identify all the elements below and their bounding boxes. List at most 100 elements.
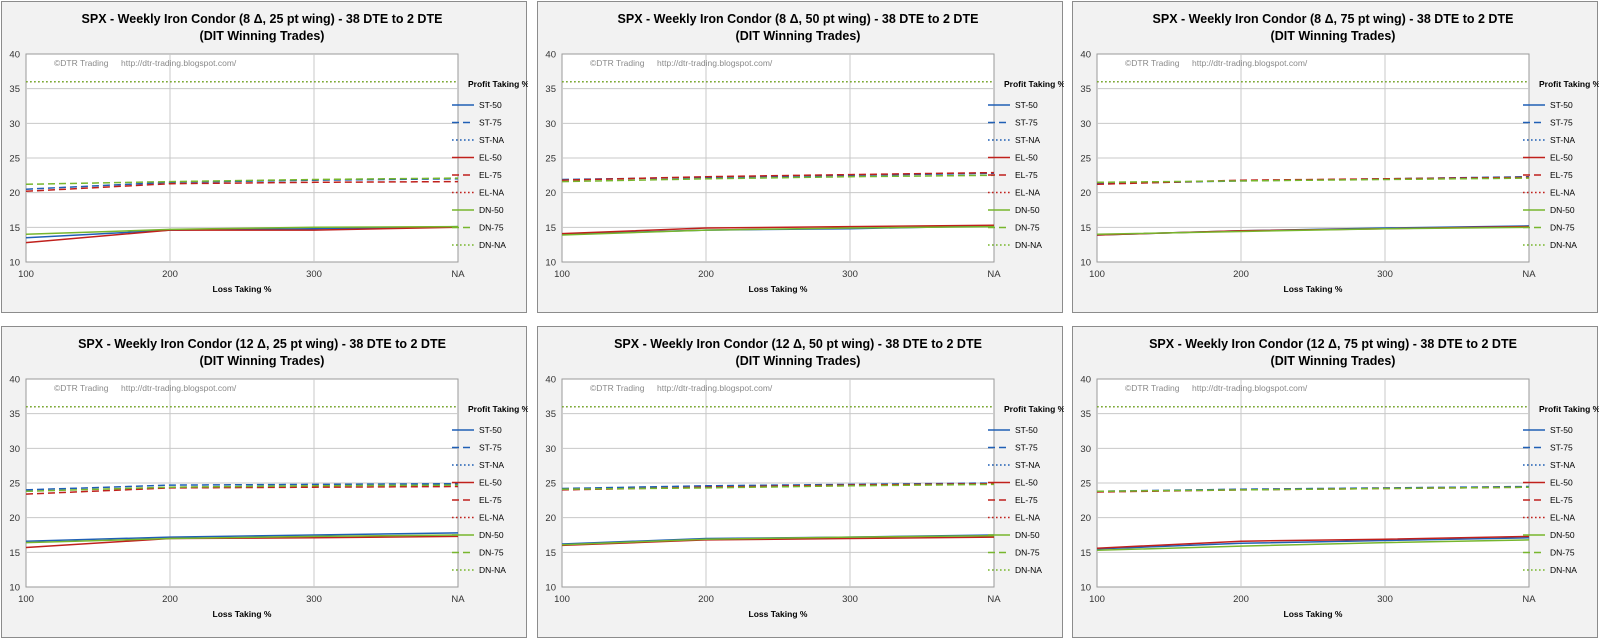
series-line-st-75 — [25, 482, 459, 491]
legend-label-el-50: EL-50 — [1015, 478, 1038, 488]
legend-label-el-50: EL-50 — [1550, 478, 1573, 488]
legend-label-el-50: EL-50 — [1550, 153, 1573, 163]
x-tick-label: 200 — [698, 594, 714, 605]
legend-label-st-na: ST-NA — [1550, 135, 1575, 145]
chart-subtitle: (DIT Winning Trades) — [1271, 354, 1396, 368]
legend-label-dn-50: DN-50 — [1550, 205, 1575, 215]
x-axis-title: Loss Taking % — [749, 284, 808, 294]
series-line-dn-75 — [25, 177, 459, 186]
y-tick-label: 30 — [9, 119, 20, 130]
legend-label-st-na: ST-NA — [1550, 460, 1575, 470]
legend-label-el-75: EL-75 — [479, 170, 502, 180]
y-tick-label: 15 — [1080, 223, 1091, 234]
legend-label-st-50: ST-50 — [1550, 425, 1573, 435]
x-tick-label: 300 — [1377, 269, 1393, 280]
x-tick-label: 200 — [162, 269, 178, 280]
legend-label-dn-75: DN-75 — [1550, 548, 1575, 558]
legend-label-st-75: ST-75 — [1550, 443, 1573, 453]
legend-label-dn-75: DN-75 — [479, 223, 504, 233]
legend-label-el-75: EL-75 — [1550, 170, 1573, 180]
legend-label-dn-50: DN-50 — [1015, 530, 1040, 540]
y-tick-label: 30 — [1080, 119, 1091, 130]
y-tick-label: 10 — [545, 258, 556, 269]
legend-label-el-na: EL-NA — [479, 513, 504, 523]
y-tick-label: 20 — [545, 188, 556, 199]
chart-svg-5: SPX - Weekly Iron Condor (12 Δ, 50 pt wi… — [545, 337, 1064, 619]
x-tick-label: 300 — [306, 269, 322, 280]
series-line-el-50 — [561, 224, 995, 235]
y-tick-label: 35 — [9, 409, 20, 420]
y-tick-label: 40 — [1080, 50, 1091, 61]
y-tick-label: 10 — [1080, 583, 1091, 594]
chart-subtitle: (DIT Winning Trades) — [736, 29, 861, 43]
x-tick-label: NA — [451, 269, 465, 280]
x-tick-label: 300 — [842, 594, 858, 605]
y-tick-label: 15 — [9, 223, 20, 234]
x-tick-label: 100 — [1089, 269, 1105, 280]
x-tick-label: 100 — [554, 269, 570, 280]
chart-svg-3: SPX - Weekly Iron Condor (8 Δ, 75 pt win… — [1080, 12, 1599, 294]
chart-panel-2: SPX - Weekly Iron Condor (8 Δ, 50 pt win… — [537, 1, 1064, 313]
y-tick-label: 30 — [545, 119, 556, 130]
legend-label-st-75: ST-75 — [479, 443, 502, 453]
legend-label-dn-75: DN-75 — [1015, 548, 1040, 558]
chart-panel-3: SPX - Weekly Iron Condor (8 Δ, 75 pt win… — [1072, 1, 1599, 313]
watermark-url: http://dtr-trading.blogspot.com/ — [657, 383, 773, 393]
legend-label-st-na: ST-NA — [1015, 460, 1040, 470]
y-tick-label: 40 — [9, 375, 20, 386]
legend-title: Profit Taking % — [1004, 79, 1064, 89]
legend-label-st-50: ST-50 — [1015, 425, 1038, 435]
watermark-url: http://dtr-trading.blogspot.com/ — [657, 58, 773, 68]
x-tick-label: NA — [987, 269, 1001, 280]
watermark-url: http://dtr-trading.blogspot.com/ — [1192, 58, 1308, 68]
legend-label-el-na: EL-NA — [1015, 188, 1040, 198]
x-tick-label: NA — [1522, 594, 1536, 605]
x-tick-label: NA — [987, 594, 1001, 605]
chart-subtitle: (DIT Winning Trades) — [736, 354, 861, 368]
y-tick-label: 35 — [545, 409, 556, 420]
legend-label-dn-75: DN-75 — [479, 548, 504, 558]
legend-label-st-50: ST-50 — [479, 425, 502, 435]
y-tick-label: 10 — [545, 583, 556, 594]
watermark-copyright: ©DTR Trading — [54, 383, 109, 393]
chart-svg-1: SPX - Weekly Iron Condor (8 Δ, 25 pt win… — [9, 12, 528, 294]
x-tick-label: 200 — [1233, 594, 1249, 605]
series-line-st-50 — [1096, 537, 1530, 550]
y-tick-label: 40 — [1080, 375, 1091, 386]
series-line-st-75 — [561, 482, 995, 490]
y-tick-label: 10 — [9, 258, 20, 269]
legend-title: Profit Taking % — [468, 79, 528, 89]
x-axis-title: Loss Taking % — [213, 609, 272, 619]
y-tick-label: 15 — [9, 548, 20, 559]
chart-svg-4: SPX - Weekly Iron Condor (12 Δ, 25 pt wi… — [9, 337, 528, 619]
x-tick-label: 300 — [1377, 594, 1393, 605]
chart-title: SPX - Weekly Iron Condor (8 Δ, 50 pt win… — [618, 12, 979, 26]
x-tick-label: 300 — [842, 269, 858, 280]
chart-subtitle: (DIT Winning Trades) — [200, 29, 325, 43]
chart-panel-4: SPX - Weekly Iron Condor (12 Δ, 25 pt wi… — [1, 326, 528, 638]
series-line-st-50 — [25, 532, 459, 542]
watermark-copyright: ©DTR Trading — [590, 58, 645, 68]
watermark-copyright: ©DTR Trading — [590, 383, 645, 393]
legend-label-dn-50: DN-50 — [1015, 205, 1040, 215]
x-axis-title: Loss Taking % — [1284, 284, 1343, 294]
series-line-dn-50 — [561, 225, 995, 236]
y-tick-label: 10 — [1080, 258, 1091, 269]
legend-label-dn-na: DN-NA — [1015, 565, 1042, 575]
legend-title: Profit Taking % — [1539, 404, 1599, 414]
series-line-el-75 — [25, 485, 459, 495]
legend-label-st-na: ST-NA — [479, 135, 504, 145]
watermark-url: http://dtr-trading.blogspot.com/ — [121, 383, 237, 393]
y-tick-label: 20 — [9, 188, 20, 199]
legend-label-st-50: ST-50 — [479, 100, 502, 110]
chart-panel-5: SPX - Weekly Iron Condor (12 Δ, 50 pt wi… — [537, 326, 1064, 638]
y-tick-label: 30 — [545, 444, 556, 455]
y-tick-label: 30 — [1080, 444, 1091, 455]
x-tick-label: NA — [1522, 269, 1536, 280]
chart-svg-6: SPX - Weekly Iron Condor (12 Δ, 75 pt wi… — [1080, 337, 1599, 619]
x-tick-label: 300 — [306, 594, 322, 605]
watermark-copyright: ©DTR Trading — [1125, 383, 1180, 393]
legend-label-dn-75: DN-75 — [1015, 223, 1040, 233]
legend-label-dn-50: DN-50 — [479, 530, 504, 540]
legend-label-dn-50: DN-50 — [1550, 530, 1575, 540]
